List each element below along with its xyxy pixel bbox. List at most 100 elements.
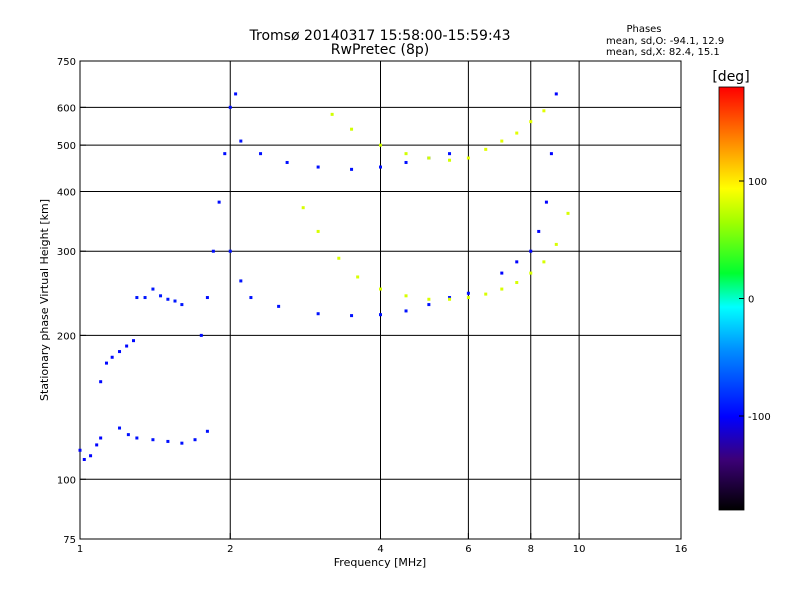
phase-stats-x: mean, sd,X: 82.4, 15.1 [606,47,720,58]
data-point [205,429,209,433]
data-point [89,454,93,458]
y-axis-label: Stationary phase Virtual Height [km] [38,199,51,401]
y-tick-label: 600 [57,103,76,114]
data-point [249,296,253,300]
data-point [448,158,452,162]
data-point [151,287,155,291]
data-point [427,303,431,307]
x-tick-label: 4 [377,544,383,555]
data-point [515,281,519,285]
data-point [118,426,122,430]
data-point [500,287,504,291]
data-point [159,294,163,298]
data-point [484,147,488,151]
data-point [330,112,334,116]
data-point [99,380,103,384]
data-point [404,160,408,164]
data-point [427,297,431,301]
data-point [166,439,170,443]
axis-ticks: 1 2 4 6 8 10 16 75 100 200 300 400 500 600 750 [57,57,687,555]
data-point [118,350,122,354]
data-point [104,361,108,365]
data-point [99,436,103,440]
data-point [448,296,452,300]
data-point [356,275,360,279]
data-point [379,287,382,291]
data-point [135,436,139,440]
data-points [78,92,570,461]
y-tick-label: 400 [57,187,76,198]
y-tick-label: 100 [57,475,76,486]
data-point [301,206,305,210]
data-point [350,167,354,171]
data-point [143,296,147,300]
data-point [228,249,232,253]
data-point [529,271,533,275]
data-point [285,160,289,164]
data-point [125,344,129,348]
data-point [537,229,541,233]
x-tick-label: 2 [227,544,233,555]
data-point [173,299,177,303]
data-point [404,309,408,313]
chart-title: Tromsø 20140317 15:58:00-15:59:43 [249,28,511,44]
x-tick-label: 6 [465,544,471,555]
data-point [151,438,155,442]
data-point [211,249,215,253]
data-point [566,211,570,215]
data-point [404,294,408,298]
data-point [205,296,209,300]
x-tick-label: 1 [77,544,83,555]
data-point [217,200,221,204]
colorbar-tick-label: 100 [748,177,767,188]
data-point [466,296,470,300]
data-point [95,443,99,447]
colorbar-ticks: 100 0 -100 [739,177,771,423]
data-point [199,333,203,337]
phase-stats-title: Phases [626,24,661,35]
data-point [466,291,470,295]
y-tick-label: 750 [57,57,76,68]
data-point [554,242,558,246]
data-point [239,279,243,283]
data-point [337,256,341,260]
data-point [448,152,452,156]
data-point [259,152,263,156]
data-point [239,139,243,143]
data-point [193,438,197,442]
data-point [484,292,488,296]
data-point [132,339,136,343]
data-point [180,303,184,307]
colorbar-tick-label: -100 [748,412,771,423]
data-point [379,313,382,317]
data-point [379,165,382,169]
x-tick-label: 8 [528,544,534,555]
data-point [82,457,86,461]
data-point [379,143,382,147]
data-point [126,433,130,437]
chart-subtitle: RwPretec (8p) [331,42,429,58]
data-point [529,249,533,253]
y-tick-label: 300 [57,247,76,258]
data-point [544,200,548,204]
data-point [549,152,553,156]
x-axis-label: Frequency [MHz] [334,556,426,569]
data-point [316,312,320,316]
x-tick-label: 16 [675,544,688,555]
data-point [316,229,320,233]
data-point [500,139,504,143]
data-point [542,109,546,113]
colorbar-label: [deg] [712,69,749,85]
data-point [542,260,546,264]
data-point [234,92,238,96]
data-point [110,355,114,359]
grid-lines [80,61,681,539]
data-point [180,441,184,445]
data-point [554,92,558,96]
colorbar-tick-label: 0 [748,295,754,306]
y-tick-label: 75 [63,535,76,546]
y-tick-label: 200 [57,331,76,342]
data-point [166,297,170,301]
data-point [448,297,452,301]
